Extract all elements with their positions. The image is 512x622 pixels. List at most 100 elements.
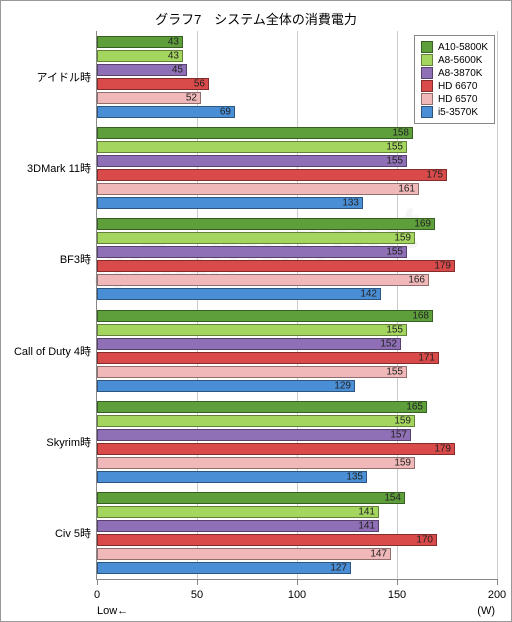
legend-swatch (421, 41, 433, 53)
bar-value-label: 175 (426, 170, 443, 181)
category-label: 3DMark 11時 (1, 160, 91, 176)
bar-value-label: 43 (168, 36, 179, 47)
x-axis-label-low: Low← (97, 605, 128, 617)
bar-value-label: 135 (346, 472, 363, 483)
bar-value-label: 169 (414, 219, 431, 230)
bar (97, 155, 407, 167)
legend: A10-5800K A8-5600K A8-3870K HD 6670 HD 6570 i… (414, 35, 495, 124)
bar (97, 141, 407, 153)
bar-value-label: 141 (358, 521, 375, 532)
bar (97, 415, 415, 427)
x-axis-unit: (W) (477, 605, 495, 617)
bar-value-label: 133 (342, 198, 359, 209)
bar (97, 197, 363, 209)
bar-value-label: 157 (390, 430, 407, 441)
bar-value-label: 127 (330, 563, 347, 574)
bar (97, 429, 411, 441)
legend-label: A8-5600K (438, 55, 482, 66)
bar-value-label: 155 (386, 247, 403, 258)
bar-value-label: 45 (172, 64, 183, 75)
category-label: アイドル時 (1, 69, 91, 85)
bar-value-label: 129 (334, 380, 351, 391)
bar (97, 169, 447, 181)
bar (97, 310, 433, 322)
bar-value-label: 161 (398, 184, 415, 195)
bar-value-label: 43 (168, 50, 179, 61)
category-label: Skyrim時 (1, 434, 91, 450)
x-tick-label: 0 (94, 589, 100, 601)
bar-value-label: 171 (418, 352, 435, 363)
x-tick (97, 579, 98, 585)
bar (97, 548, 391, 560)
chart-title: グラフ7 システム全体の消費電力 (1, 1, 511, 32)
legend-item: A8-5600K (421, 54, 488, 66)
x-tick (497, 579, 498, 585)
bar (97, 380, 355, 392)
bar (97, 366, 407, 378)
legend-swatch (421, 106, 433, 118)
bar (97, 506, 379, 518)
gridline (497, 31, 498, 579)
legend-label: HD 6570 (438, 94, 477, 105)
legend-label: A10-5800K (438, 42, 488, 53)
bar-value-label: 170 (416, 535, 433, 546)
bar (97, 183, 419, 195)
bar-value-label: 52 (186, 92, 197, 103)
category-label: Civ 5時 (1, 525, 91, 541)
bar-value-label: 142 (360, 289, 377, 300)
legend-swatch (421, 93, 433, 105)
bar (97, 232, 415, 244)
legend-swatch (421, 67, 433, 79)
x-tick (197, 579, 198, 585)
bar-value-label: 155 (386, 324, 403, 335)
legend-item: A10-5800K (421, 41, 488, 53)
x-tick-label: 100 (288, 589, 306, 601)
bar (97, 106, 235, 118)
bar (97, 352, 439, 364)
legend-swatch (421, 54, 433, 66)
legend-item: HD 6570 (421, 93, 488, 105)
bar (97, 338, 401, 350)
legend-item: A8-3870K (421, 67, 488, 79)
bar-value-label: 155 (386, 142, 403, 153)
x-tick-label: 150 (388, 589, 406, 601)
bar-value-label: 158 (392, 128, 409, 139)
bar-value-label: 159 (394, 458, 411, 469)
legend-item: HD 6670 (421, 80, 488, 92)
bar (97, 443, 455, 455)
x-tick-label: 50 (191, 589, 203, 601)
bar-value-label: 155 (386, 156, 403, 167)
bar (97, 457, 415, 469)
category-label: BF3時 (1, 251, 91, 267)
bar-value-label: 166 (408, 275, 425, 286)
bar (97, 520, 379, 532)
x-tick (297, 579, 298, 585)
chart-container: グラフ7 システム全体の消費電力 4Gamer.net 050100150200… (0, 0, 512, 622)
legend-item: i5-3570K (421, 106, 488, 118)
legend-label: A8-3870K (438, 68, 482, 79)
bar-value-label: 141 (358, 507, 375, 518)
bar (97, 127, 413, 139)
bar (97, 534, 437, 546)
bar-value-label: 168 (412, 310, 429, 321)
bar-value-label: 165 (406, 402, 423, 413)
bar (97, 218, 435, 230)
x-tick (397, 579, 398, 585)
legend-label: HD 6670 (438, 81, 477, 92)
bar-value-label: 56 (194, 78, 205, 89)
legend-label: i5-3570K (438, 107, 478, 118)
bar-value-label: 152 (380, 338, 397, 349)
bar-value-label: 159 (394, 233, 411, 244)
bar (97, 401, 427, 413)
bar (97, 562, 351, 574)
bar (97, 288, 381, 300)
category-label: Call of Duty 4時 (1, 343, 91, 359)
bar-value-label: 69 (220, 106, 231, 117)
legend-swatch (421, 80, 433, 92)
bar (97, 246, 407, 258)
bar-value-label: 159 (394, 416, 411, 427)
bar (97, 260, 455, 272)
bar (97, 492, 405, 504)
bar (97, 324, 407, 336)
bar-value-label: 179 (434, 261, 451, 272)
